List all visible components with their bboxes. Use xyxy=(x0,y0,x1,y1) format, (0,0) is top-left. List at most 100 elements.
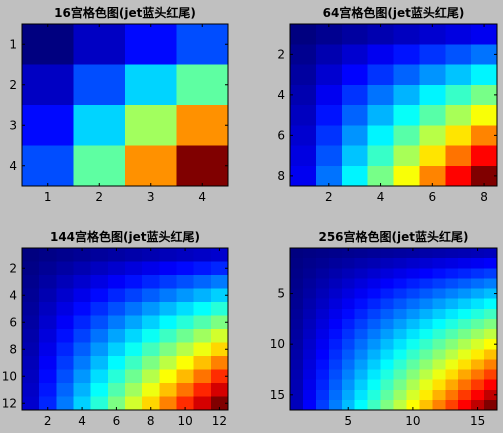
heatmap-cell xyxy=(193,396,212,411)
heatmap-cell xyxy=(471,248,485,259)
axes-frame xyxy=(21,247,229,411)
heatmap-cell xyxy=(290,288,304,300)
heatmap-cell xyxy=(367,349,382,360)
heatmap-cell xyxy=(73,315,92,330)
heatmap-cell xyxy=(471,318,485,330)
heatmap-cell xyxy=(367,318,382,330)
y-tick-label: 2 xyxy=(277,47,285,61)
heatmap-cell xyxy=(290,44,317,66)
heatmap-cell xyxy=(393,44,420,66)
heatmap-cell xyxy=(328,359,343,371)
heatmap-cell xyxy=(193,383,212,398)
chart-title: 256宫格色图(jet蓝头红尾) xyxy=(318,229,468,244)
heatmap-cell xyxy=(432,248,446,259)
heatmap-cell xyxy=(445,105,472,126)
heatmap-cell xyxy=(290,84,317,106)
heatmap-cell xyxy=(290,318,304,330)
heatmap-cell xyxy=(290,145,317,167)
heatmap-cell xyxy=(458,329,472,340)
heatmap-cell xyxy=(73,342,92,357)
heatmap-cell xyxy=(445,268,459,279)
y-tick-label: 2 xyxy=(9,261,17,275)
heatmap-cell xyxy=(380,268,395,279)
heatmap-cell xyxy=(419,389,433,401)
heatmap-cell xyxy=(22,369,40,384)
heatmap-cell xyxy=(341,268,356,279)
heatmap-cell xyxy=(367,84,395,106)
heatmap-cell xyxy=(471,308,485,320)
x-tick-label: 4 xyxy=(198,190,206,204)
heatmap-cell xyxy=(406,308,420,320)
heatmap-cell xyxy=(22,302,40,317)
heatmap-cell xyxy=(210,329,229,344)
heatmap-cell xyxy=(445,359,459,371)
heatmap-cell xyxy=(458,278,472,290)
heatmap-cell xyxy=(484,329,498,340)
heatmap-cell xyxy=(341,369,356,381)
heatmap-cell xyxy=(445,165,472,187)
heatmap-cell xyxy=(328,278,343,290)
heatmap-cell xyxy=(142,329,160,344)
heatmap-cell xyxy=(367,278,382,290)
heatmap-cell xyxy=(315,318,330,330)
heatmap-cell xyxy=(315,359,330,371)
heatmap-cell xyxy=(176,64,229,106)
x-tick-label: 6 xyxy=(428,190,436,204)
heatmap-cell xyxy=(290,339,304,350)
heatmap-cell xyxy=(341,64,369,86)
heatmap-cell xyxy=(406,359,420,371)
heatmap-cell xyxy=(380,248,395,259)
heatmap-cell xyxy=(193,302,212,317)
heatmap-cell xyxy=(380,278,395,290)
heatmap-cell xyxy=(56,342,75,357)
heatmap-cell xyxy=(406,278,420,290)
heatmap-cell xyxy=(90,315,109,330)
heatmap-cell xyxy=(159,383,178,398)
heatmap-cell xyxy=(484,359,498,371)
heatmap-cell xyxy=(354,248,369,259)
heatmap-cell xyxy=(367,359,382,371)
heatmap-cell xyxy=(406,318,420,330)
heatmap-cell xyxy=(315,288,330,300)
heatmap-cell xyxy=(380,288,395,300)
heatmap-cell xyxy=(39,261,57,276)
heatmap-cell xyxy=(315,369,330,381)
heatmap-cell xyxy=(328,379,343,391)
heatmap-cell xyxy=(484,318,498,330)
heatmap-cell xyxy=(315,24,343,45)
heatmap-cell xyxy=(73,275,92,290)
heatmap-cell xyxy=(419,298,433,310)
heatmap-cell xyxy=(445,125,472,147)
x-tick-label: 8 xyxy=(147,414,155,428)
heatmap-cell xyxy=(290,399,304,411)
heatmap-cell xyxy=(354,298,369,310)
heatmap-cell xyxy=(367,288,382,300)
heatmap-cell xyxy=(159,302,178,317)
heatmap-cell xyxy=(159,288,178,303)
heatmap-cell xyxy=(432,389,446,401)
heatmap-cell xyxy=(56,356,75,371)
heatmap-cell xyxy=(328,399,343,411)
heatmap-cell xyxy=(367,379,382,391)
heatmap-cell xyxy=(367,145,395,167)
heatmap-cell xyxy=(354,369,369,381)
y-tick-label: 6 xyxy=(9,315,17,329)
chart-title: 64宫格色图(jet蓝头红尾) xyxy=(323,5,465,20)
heatmap-cell xyxy=(73,356,92,371)
heatmap-cell xyxy=(125,105,178,147)
heatmap-cell xyxy=(393,84,420,106)
heatmap-cell xyxy=(315,145,343,167)
heatmap-panel-12: 144宫格色图(jet蓝头红尾) 2 4 6 8 10 12 2 4 6 8 10 12 xyxy=(2,229,229,428)
heatmap-cell xyxy=(341,125,369,147)
heatmap-cell xyxy=(419,308,433,320)
heatmap-cell xyxy=(125,261,143,276)
heatmap-cell xyxy=(406,288,420,300)
heatmap-cell xyxy=(471,84,498,106)
heatmap-cell xyxy=(107,356,126,371)
heatmap-cell xyxy=(432,379,446,391)
heatmap-cell xyxy=(328,389,343,401)
heatmap-cell xyxy=(432,308,446,320)
heatmap-cell xyxy=(176,315,195,330)
heatmap-cell xyxy=(290,369,304,381)
